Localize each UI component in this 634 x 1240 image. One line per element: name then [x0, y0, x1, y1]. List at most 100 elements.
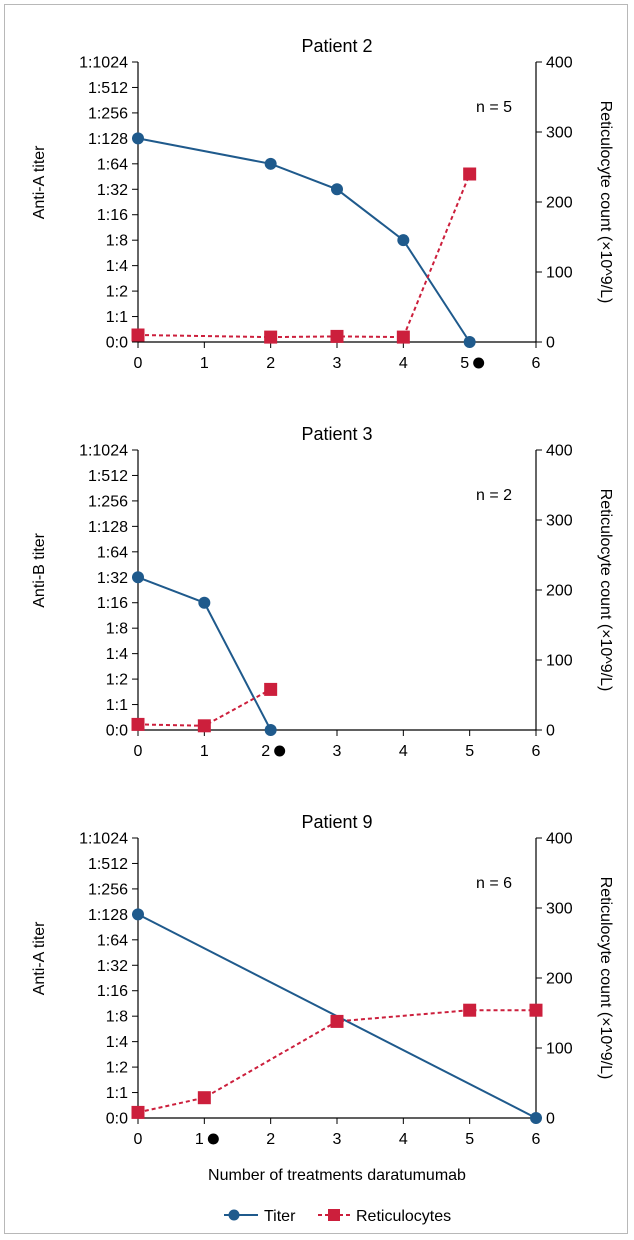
y-tick-label: 1:2 — [106, 1060, 128, 1077]
y2-tick-label: 300 — [546, 125, 573, 142]
titer-point — [264, 724, 277, 736]
y-tick-label: 1:256 — [88, 493, 128, 510]
y2-tick-label: 300 — [546, 901, 573, 918]
reticulocyte-point — [264, 682, 278, 696]
y-tick-label: 1:16 — [97, 207, 128, 224]
y2-tick-label: 200 — [546, 971, 573, 988]
y2-tick-label: 100 — [546, 1041, 573, 1058]
panel-title: Patient 2 — [301, 36, 372, 56]
titer-point — [530, 1112, 542, 1124]
y-tick-label: 1:64 — [97, 544, 128, 561]
panel-1: 0:0 1:1 1:2 1:4 1:8 1:16 1:32 1:64 1:128 1:256 1:5… — [31, 36, 614, 372]
titer-point — [331, 183, 343, 196]
titer-point — [264, 157, 277, 170]
reticulocyte-point — [131, 1105, 145, 1119]
x-tick-label: 5 — [460, 355, 469, 372]
x-tick-label: 1 — [195, 1131, 204, 1148]
treatment-marker-dot — [473, 357, 485, 369]
y2-tick-label: 300 — [546, 513, 573, 530]
x-tick-label: 0 — [134, 1131, 143, 1148]
x-tick-label: 3 — [333, 743, 342, 760]
titer-point — [463, 336, 476, 348]
x-tick-label: 2 — [266, 355, 275, 372]
reticulocyte-point — [131, 328, 145, 342]
treatment-marker-dot — [207, 1133, 219, 1145]
x-tick-label: 0 — [134, 355, 143, 372]
x-tick-label: 2 — [261, 743, 270, 760]
y2-tick-label: 0 — [546, 723, 555, 740]
y-tick-label: 1:8 — [106, 1009, 128, 1026]
y-tick-label: 1:512 — [88, 468, 128, 485]
titer-point — [132, 571, 144, 584]
y-tick-label: 1:128 — [88, 131, 128, 148]
y-tick-label: 1:64 — [97, 932, 128, 949]
x-tick-label: 1 — [200, 355, 209, 372]
treatment-marker-dot — [274, 745, 286, 757]
x-tick-label: 5 — [465, 1131, 474, 1148]
legend: Titer Reticulocytes — [224, 1208, 451, 1225]
reticulocyte-point — [197, 719, 211, 733]
reticulocyte-point — [463, 167, 477, 181]
x-tick-label: 3 — [333, 355, 342, 372]
x-tick-label: 0 — [134, 743, 143, 760]
y-tick-label: 1:512 — [88, 856, 128, 873]
n-label: n = 5 — [476, 99, 512, 116]
legend-reticulocyte-marker — [328, 1209, 340, 1221]
y-axis-label: Anti-A titer — [31, 921, 48, 995]
y2-tick-label: 100 — [546, 265, 573, 282]
x-axis-label: Number of treatments daratumumab — [208, 1167, 466, 1184]
reticulocyte-point — [264, 330, 278, 344]
y-tick-label: 1:2 — [106, 672, 128, 689]
y-tick-label: 1:128 — [88, 519, 128, 536]
titer-point — [397, 234, 410, 247]
y-tick-label: 1:1 — [106, 697, 128, 714]
x-tick-label: 6 — [532, 355, 541, 372]
y-tick-label: 1:1024 — [79, 443, 128, 460]
y-tick-label: 1:32 — [97, 958, 128, 975]
y2-tick-label: 200 — [546, 583, 573, 600]
y2-tick-label: 0 — [546, 1111, 555, 1128]
titer-point — [132, 132, 144, 145]
y-axis-label: Anti-A titer — [31, 145, 48, 219]
panel-title: Patient 9 — [301, 812, 372, 832]
titer-line — [137, 137, 471, 343]
x-tick-label: 2 — [266, 1131, 275, 1148]
y2-axis-label: Reticulocyte count (×10^9/L) — [597, 489, 614, 692]
x-tick-label: 4 — [399, 1131, 408, 1148]
y-tick-label: 1:256 — [88, 881, 128, 898]
reticulocyte-point — [463, 1003, 477, 1017]
x-tick-label: 6 — [532, 1131, 541, 1148]
reticulocyte-point — [131, 717, 145, 731]
y-tick-label: 1:16 — [97, 595, 128, 612]
y-tick-label: 1:4 — [106, 1034, 128, 1051]
y-tick-label: 1:256 — [88, 105, 128, 122]
x-tick-label: 5 — [465, 743, 474, 760]
y-tick-label: 1:1 — [106, 1085, 128, 1102]
legend-reticulocyte-label: Reticulocytes — [356, 1208, 451, 1225]
x-tick-label: 4 — [399, 743, 408, 760]
y-tick-label: 1:4 — [106, 646, 128, 663]
y-axis-label: Anti-B titer — [31, 532, 48, 607]
figure-frame — [4, 4, 628, 1234]
y-tick-label: 1:1 — [106, 309, 128, 326]
y-tick-label: 1:2 — [106, 284, 128, 301]
legend-titer-marker — [228, 1209, 240, 1221]
n-label: n = 2 — [476, 487, 512, 504]
legend-titer-label: Titer — [264, 1208, 296, 1225]
y-tick-label: 0:0 — [106, 335, 128, 352]
y2-tick-label: 400 — [546, 831, 573, 848]
y2-axis-label: Reticulocyte count (×10^9/L) — [597, 877, 614, 1080]
y-tick-label: 1:32 — [97, 182, 128, 199]
panel-3: 0:0 1:1 1:2 1:4 1:8 1:16 1:32 1:64 1:128 1:256 1:5… — [31, 812, 614, 1148]
y2-tick-label: 200 — [546, 195, 573, 212]
y-tick-label: 1:8 — [106, 621, 128, 638]
panel-title: Patient 3 — [301, 424, 372, 444]
reticulocyte-point — [330, 329, 344, 343]
y-tick-label: 0:0 — [106, 723, 128, 740]
y-tick-label: 1:1024 — [79, 55, 128, 72]
titer-point — [132, 908, 144, 921]
titer-point — [198, 596, 211, 609]
reticulocyte-point — [396, 330, 410, 344]
